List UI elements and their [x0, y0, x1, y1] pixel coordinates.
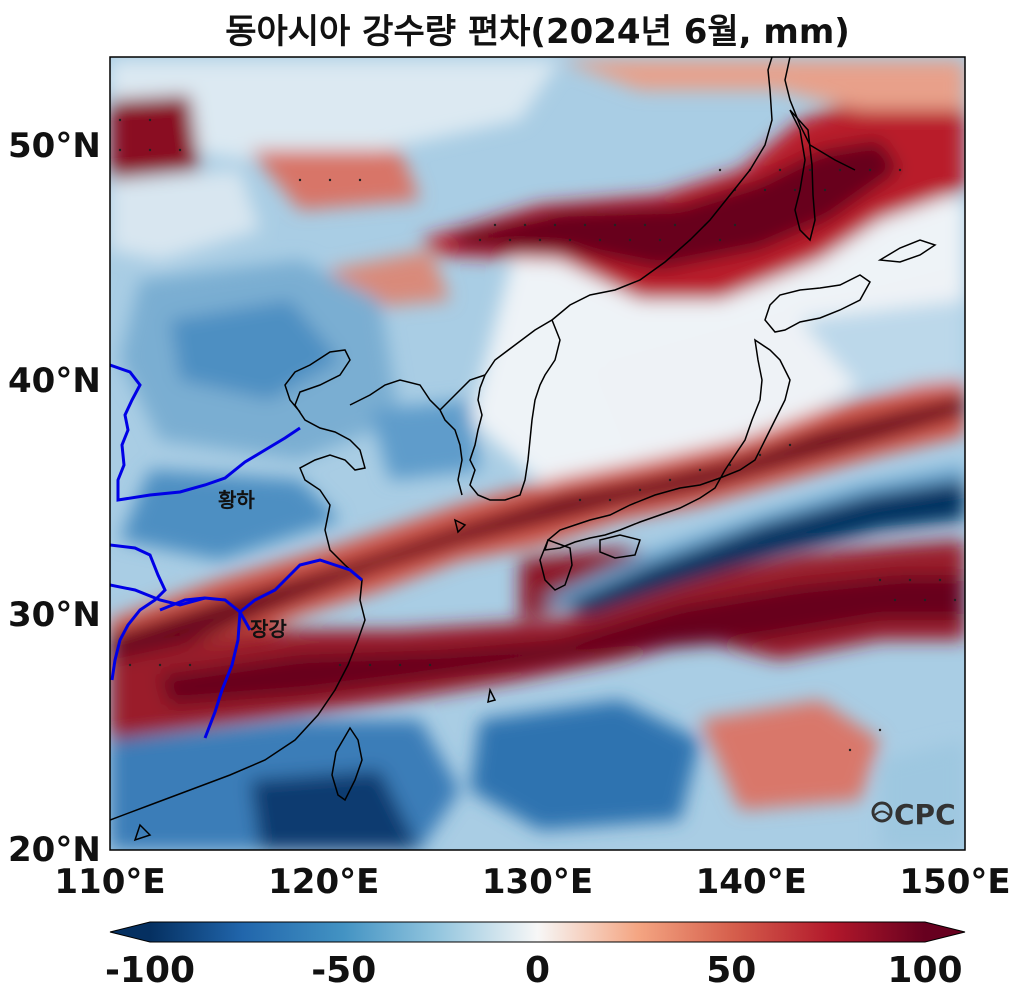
lon-tick-label: 110°E [54, 862, 166, 902]
colorbar-tick-label: 100 [887, 950, 963, 991]
colorbar-extend-high [925, 922, 965, 942]
precipitation-anomaly-field: 황하 장강 CPC [110, 57, 965, 850]
logo-text: CPC [894, 798, 956, 831]
map-frame [109, 56, 966, 851]
colorbar-tick-label: -100 [104, 950, 196, 991]
lat-tick-label: 50°N [8, 126, 101, 167]
lon-tick-label: 130°E [481, 862, 594, 902]
coastlines [110, 57, 937, 842]
lat-tick-label: 20°N [8, 830, 101, 870]
rivers [110, 363, 363, 739]
river-label-yellow-river: 황하 [218, 488, 255, 512]
colorbar-tick-label: 50 [706, 950, 757, 991]
lon-tick-label: 140°E [695, 862, 807, 902]
colorbar [109, 921, 966, 943]
colorbar-tick-label: -50 [311, 950, 377, 991]
colorbar-tick-label: 0 [524, 950, 551, 991]
map-title: 동아시아 강수량 편차(2024년 6월, mm) [225, 12, 850, 52]
colorbar-extend-low [110, 922, 150, 942]
lat-tick-label: 40°N [8, 360, 101, 401]
lon-tick-label: 150°E [899, 862, 1011, 902]
cpc-logo: CPC [871, 798, 956, 831]
lon-tick-label: 120°E [268, 862, 380, 902]
river-label-yangtze: 장강 [250, 617, 287, 641]
lat-tick-label: 30°N [8, 595, 101, 636]
